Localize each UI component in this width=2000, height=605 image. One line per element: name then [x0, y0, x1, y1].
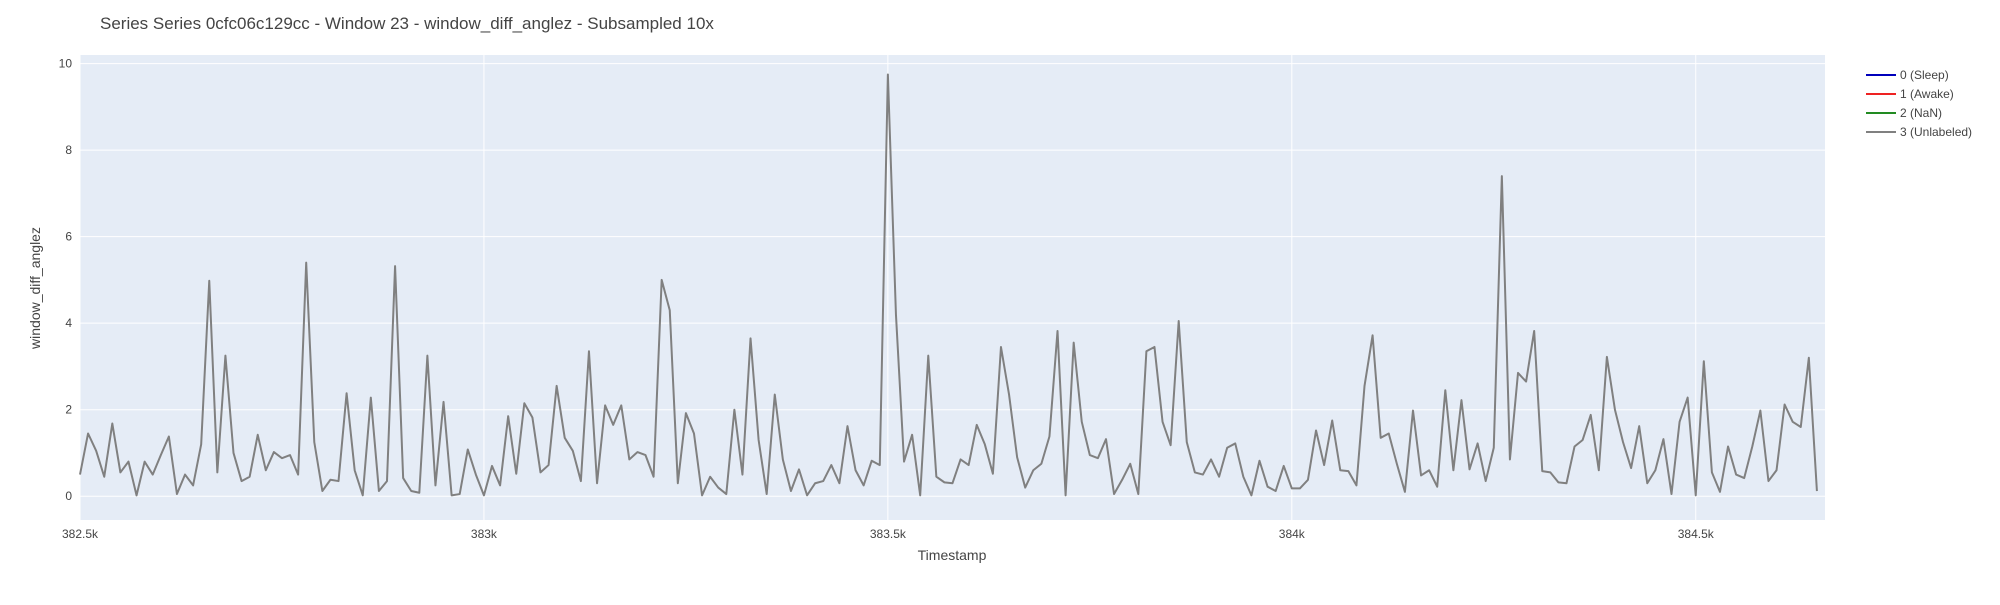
legend-label: 1 (Awake) — [1900, 87, 1954, 101]
tick-labels: 0 2 4 6 8 10 382.5k 383k 383.5k 384k 384.5k — [59, 57, 1715, 541]
legend-label: 0 (Sleep) — [1900, 68, 1949, 82]
y-tick-label: 2 — [65, 403, 72, 417]
x-tick-label: 384k — [1279, 527, 1306, 541]
y-tick-label: 4 — [65, 316, 72, 330]
series-lines — [79, 73, 1818, 497]
legend-item-2[interactable]: 2 (NaN) — [1866, 106, 1942, 120]
legend-item-1[interactable]: 1 (Awake) — [1866, 87, 1954, 101]
legend-label: 3 (Unlabeled) — [1900, 125, 1972, 139]
x-tick-label: 383.5k — [870, 527, 907, 541]
plot-area — [80, 55, 1825, 520]
legend[interactable]: 0 (Sleep) 1 (Awake) 2 (NaN) 3 (Unlabeled) — [1866, 68, 1972, 139]
x-tick-label: 382.5k — [62, 527, 99, 541]
y-tick-label: 8 — [65, 143, 72, 157]
x-axis-title: Timestamp — [918, 547, 987, 563]
x-tick-label: 383k — [471, 527, 498, 541]
y-tick-label: 10 — [59, 57, 73, 71]
y-tick-label: 0 — [65, 489, 72, 503]
legend-item-3[interactable]: 3 (Unlabeled) — [1866, 125, 1972, 139]
y-axis-title: window_diff_anglez — [27, 227, 43, 350]
chart-title: Series Series 0cfc06c129cc - Window 23 -… — [100, 14, 714, 33]
grid-lines — [79, 55, 1825, 520]
legend-label: 2 (NaN) — [1900, 106, 1942, 120]
x-tick-label: 384.5k — [1678, 527, 1715, 541]
series-line-3 — [79, 73, 1818, 497]
y-tick-label: 6 — [65, 230, 72, 244]
legend-item-0[interactable]: 0 (Sleep) — [1866, 68, 1949, 82]
